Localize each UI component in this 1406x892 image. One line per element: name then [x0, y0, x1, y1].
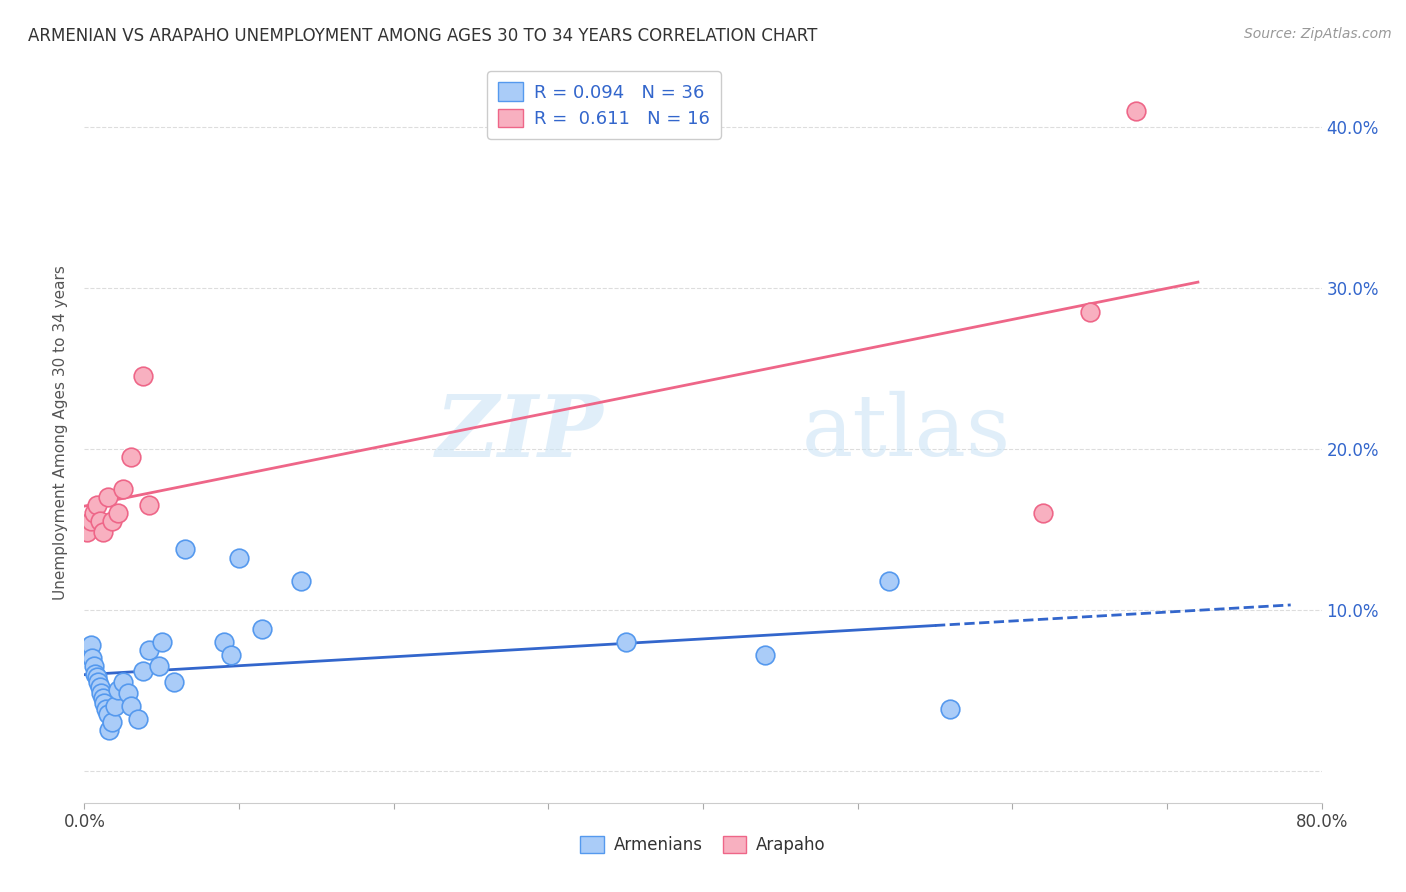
Point: [86, 498, 108, 512]
Point: [94, 702, 117, 716]
Point: [228, 551, 250, 566]
Point: [79, 638, 101, 652]
Point: [84, 667, 107, 681]
Point: [96, 707, 118, 722]
Point: [76, 643, 98, 657]
Text: ZIP: ZIP: [436, 391, 605, 475]
Point: [93, 696, 115, 710]
Y-axis label: Unemployment Among Ages 30 to 34 years: Unemployment Among Ages 30 to 34 years: [53, 265, 69, 600]
Point: [212, 635, 235, 649]
Point: [117, 686, 139, 700]
Point: [1032, 506, 1054, 520]
Point: [219, 648, 242, 662]
Point: [101, 715, 124, 730]
Point: [87, 675, 110, 690]
Point: [96, 490, 118, 504]
Point: [104, 699, 127, 714]
Text: Source: ZipAtlas.com: Source: ZipAtlas.com: [1244, 27, 1392, 41]
Point: [1078, 305, 1101, 319]
Point: [82, 651, 104, 665]
Point: [98, 723, 121, 738]
Point: [148, 659, 170, 673]
Point: [101, 514, 124, 528]
Point: [90, 686, 112, 700]
Point: [91, 525, 114, 540]
Point: [939, 702, 962, 716]
Point: [83, 506, 105, 520]
Point: [86, 670, 108, 684]
Point: [290, 574, 312, 588]
Point: [107, 683, 129, 698]
Point: [754, 648, 776, 662]
Point: [89, 680, 111, 694]
Text: ARMENIAN VS ARAPAHO UNEMPLOYMENT AMONG AGES 30 TO 34 YEARS CORRELATION CHART: ARMENIAN VS ARAPAHO UNEMPLOYMENT AMONG A…: [28, 27, 817, 45]
Point: [877, 574, 900, 588]
Point: [91, 691, 114, 706]
Point: [150, 635, 173, 649]
Legend: Armenians, Arapaho: Armenians, Arapaho: [574, 830, 832, 861]
Point: [250, 622, 273, 636]
Point: [174, 541, 197, 556]
Point: [107, 506, 129, 520]
Point: [132, 369, 155, 384]
Point: [127, 712, 149, 726]
Point: [79, 514, 101, 528]
Point: [112, 675, 135, 690]
Point: [614, 635, 637, 649]
Point: [120, 450, 142, 464]
Text: atlas: atlas: [801, 391, 1011, 475]
Point: [163, 675, 186, 690]
Point: [120, 699, 142, 714]
Point: [83, 659, 105, 673]
Point: [89, 514, 111, 528]
Point: [1125, 103, 1147, 118]
Point: [138, 643, 160, 657]
Point: [132, 664, 155, 678]
Point: [76, 525, 98, 540]
Point: [112, 482, 135, 496]
Point: [138, 498, 160, 512]
